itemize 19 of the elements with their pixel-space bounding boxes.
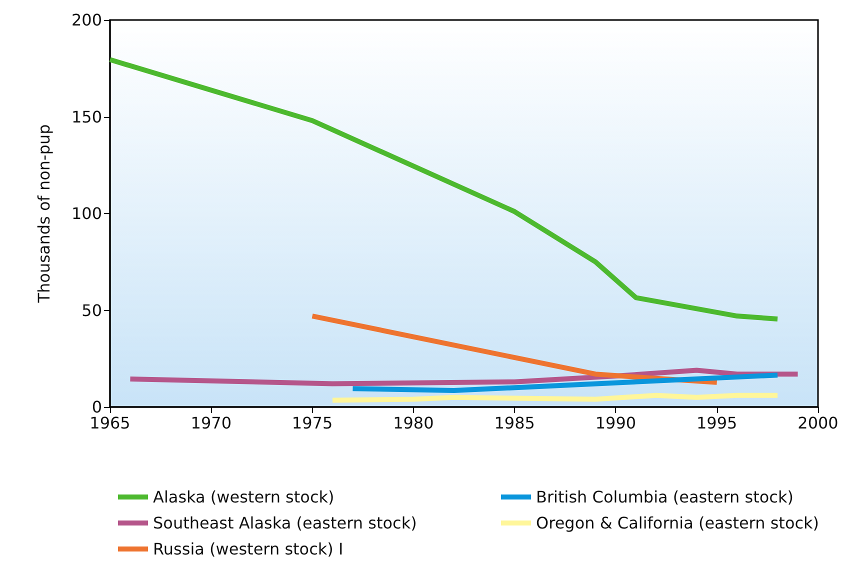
x-tick-label: 1990 [595, 414, 636, 432]
y-axis-title: Thousands of non-pup [34, 124, 54, 304]
x-tick-label: 1970 [190, 414, 232, 432]
legend-label: Oregon & California (eastern stock) [536, 514, 820, 532]
y-tick-label: 200 [71, 10, 102, 30]
x-tick-label: 1965 [90, 414, 130, 432]
x-tick-label: 1985 [494, 414, 535, 432]
x-tick-label: 1995 [696, 414, 738, 432]
legend-label: Russia (western stock) I [153, 540, 344, 558]
y-tick-label: 50 [82, 300, 102, 320]
legend-label: Southeast Alaska (eastern stock) [153, 514, 417, 532]
x-tick-label: 1975 [292, 414, 333, 432]
y-tick-label: 0 [92, 398, 102, 416]
legend-label: Alaska (western stock) [153, 488, 334, 506]
y-tick-label: 150 [71, 107, 102, 126]
y-tick-label: 100 [71, 204, 102, 223]
legend-label: British Columbia (eastern stock) [536, 488, 794, 506]
x-tick-label: 2000 [798, 414, 838, 432]
x-tick-label: 1980 [393, 414, 434, 432]
